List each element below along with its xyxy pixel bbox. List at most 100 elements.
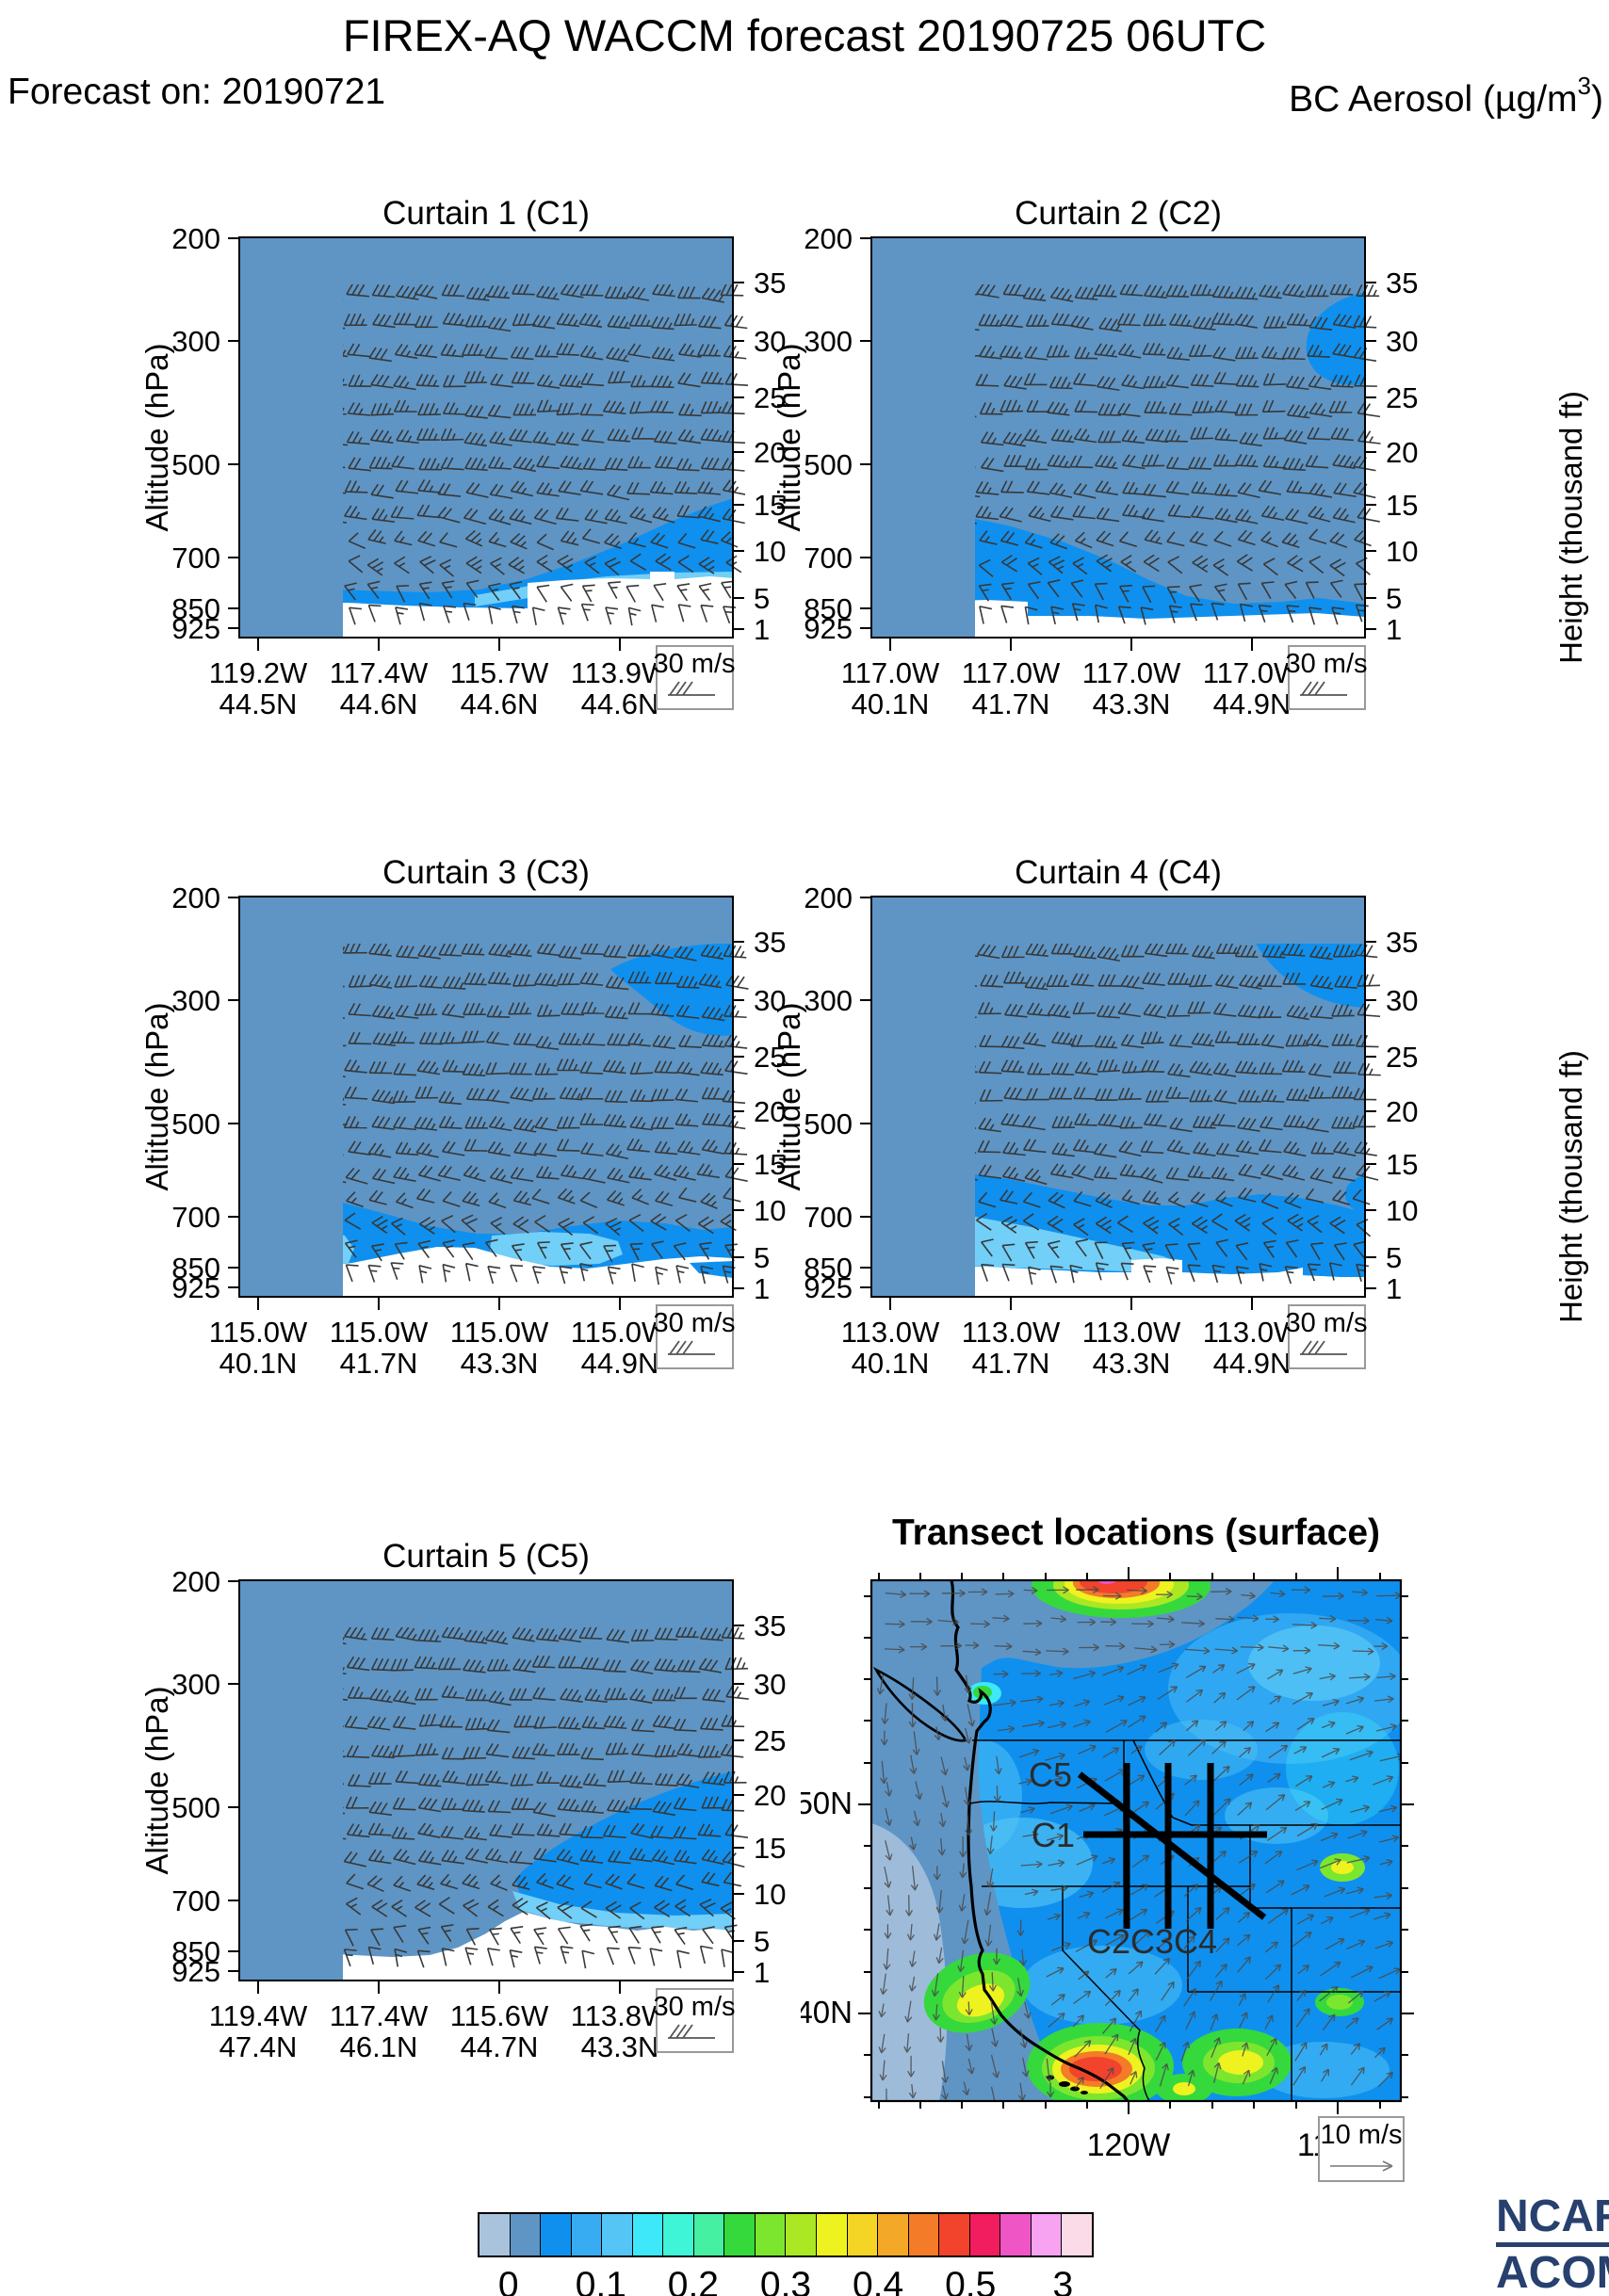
barb-legend: 30 m/s bbox=[1285, 1304, 1368, 1369]
colorbar-seg-4 bbox=[602, 2214, 633, 2256]
x-tick-lat: 44.6N bbox=[340, 687, 418, 720]
left-tick-700: 700 bbox=[171, 542, 220, 574]
colorbar-label-0.3: 0.3 bbox=[759, 2265, 812, 2296]
right-tick-15: 15 bbox=[754, 1148, 786, 1181]
x-tick-lon: 117.0W bbox=[841, 656, 940, 689]
colorbar-seg-10 bbox=[786, 2214, 818, 2256]
right-tick-1: 1 bbox=[1386, 613, 1402, 646]
forecast-date-label: Forecast on: 20190721 bbox=[8, 72, 386, 112]
x-tick-lat: 43.3N bbox=[1093, 687, 1171, 720]
right-tick-35: 35 bbox=[1386, 926, 1418, 959]
x-tick-lon: 117.0W bbox=[1203, 656, 1302, 689]
map-ytick-50N: 50N bbox=[801, 1786, 853, 1820]
right-tick-15: 15 bbox=[754, 1832, 786, 1865]
x-tick-lat: 43.3N bbox=[461, 1347, 539, 1380]
right-tick-25: 25 bbox=[754, 1041, 786, 1074]
colorbar-seg-11 bbox=[817, 2214, 848, 2256]
left-tick-200: 200 bbox=[804, 222, 853, 255]
colorbar-seg-3 bbox=[571, 2214, 603, 2256]
right-tick-20: 20 bbox=[754, 1779, 786, 1812]
left-tick-850: 850 bbox=[804, 592, 853, 625]
right-tick-35: 35 bbox=[1386, 267, 1418, 299]
left-tick-300: 300 bbox=[171, 325, 220, 358]
colorbar: 0 0.1 0.2 0.3 0.4 0.5 3 bbox=[478, 2212, 1096, 2296]
x-tick-lat: 40.1N bbox=[852, 1347, 930, 1380]
x-tick-lat: 44.5N bbox=[219, 687, 298, 720]
barb-legend: 30 m/s bbox=[653, 1988, 736, 2053]
left-tick-925: 925 bbox=[171, 1955, 220, 1988]
left-tick-300: 300 bbox=[171, 1668, 220, 1701]
logo-ncar: NCAR bbox=[1496, 2193, 1609, 2247]
right-tick-10: 10 bbox=[754, 535, 786, 568]
right-tick-25: 25 bbox=[754, 1724, 786, 1757]
right-tick-10: 10 bbox=[754, 1878, 786, 1911]
transect-label-C4: C4 bbox=[1174, 1922, 1217, 1961]
panel-title: Curtain 2 (C2) bbox=[1015, 195, 1222, 232]
left-tick-200: 200 bbox=[171, 1565, 220, 1598]
right-tick-15: 15 bbox=[1386, 1148, 1418, 1181]
right-axis-label-row1: Height (thousand ft) bbox=[1553, 391, 1588, 664]
right-tick-25: 25 bbox=[1386, 381, 1418, 414]
left-tick-700: 700 bbox=[171, 1884, 220, 1917]
species-sup: 3 bbox=[1577, 72, 1591, 100]
left-tick-700: 700 bbox=[804, 1201, 853, 1234]
panel-title: Curtain 5 (C5) bbox=[382, 1538, 590, 1575]
curtain-panel-C5: Curtain 5 (C5) Altitude (hPa) 200 300 500 700… bbox=[139, 1538, 786, 2063]
left-tick-200: 200 bbox=[804, 881, 853, 914]
barb-legend-label: 30 m/s bbox=[1285, 1308, 1367, 1338]
x-tick-lon: 113.0W bbox=[962, 1316, 1061, 1349]
left-tick-925: 925 bbox=[171, 612, 220, 645]
barb-legend-label: 30 m/s bbox=[653, 1992, 735, 2022]
left-tick-300: 300 bbox=[804, 325, 853, 358]
colorbar-seg-1 bbox=[510, 2214, 542, 2256]
right-tick-30: 30 bbox=[1386, 984, 1418, 1017]
y-axis-label: Altitude (hPa) bbox=[772, 344, 806, 532]
colorbar-swatches bbox=[478, 2212, 1094, 2257]
right-tick-15: 15 bbox=[1386, 489, 1418, 522]
x-tick-lat: 47.4N bbox=[219, 2030, 298, 2063]
right-axis-label-row2: Height (thousand ft) bbox=[1553, 1050, 1588, 1323]
right-tick-25: 25 bbox=[754, 381, 786, 414]
barb-legend: 30 m/s bbox=[653, 1304, 736, 1369]
right-tick-30: 30 bbox=[754, 984, 786, 1017]
colorbar-seg-16 bbox=[969, 2214, 1001, 2256]
x-tick-lat: 43.3N bbox=[581, 2030, 659, 2063]
left-tick-850: 850 bbox=[171, 592, 220, 625]
x-tick-lon: 115.7W bbox=[450, 656, 549, 689]
right-tick-35: 35 bbox=[754, 1609, 786, 1642]
y-axis-label: Altitude (hPa) bbox=[772, 1003, 806, 1191]
left-tick-500: 500 bbox=[171, 1108, 220, 1140]
x-tick-lat: 44.9N bbox=[581, 1347, 659, 1380]
colorbar-seg-14 bbox=[908, 2214, 940, 2256]
left-tick-850: 850 bbox=[804, 1252, 853, 1285]
left-tick-200: 200 bbox=[171, 881, 220, 914]
transect-label-C2: C2 bbox=[1087, 1922, 1130, 1961]
colorbar-seg-7 bbox=[693, 2214, 725, 2256]
left-tick-700: 700 bbox=[804, 542, 853, 574]
right-tick-30: 30 bbox=[1386, 325, 1418, 358]
left-tick-500: 500 bbox=[171, 1791, 220, 1824]
panel-title: Curtain 4 (C4) bbox=[1015, 854, 1222, 891]
curtain-panel-C3: Curtain 3 (C3) Altitude (hPa) 200 300 500 700… bbox=[139, 854, 786, 1380]
right-tick-1: 1 bbox=[754, 1272, 770, 1305]
curtain-panel-C2: Curtain 2 (C2) Altitude (hPa) 200 300 500 700… bbox=[772, 195, 1418, 720]
x-tick-lon: 115.0W bbox=[330, 1316, 429, 1349]
map-ytick-40N: 40N bbox=[801, 1995, 853, 2029]
right-tick-5: 5 bbox=[1386, 582, 1402, 615]
colorbar-label-0.1: 0.1 bbox=[575, 2265, 626, 2296]
colorbar-seg-15 bbox=[939, 2214, 970, 2256]
right-tick-35: 35 bbox=[754, 267, 786, 299]
x-tick-lon: 119.4W bbox=[209, 1999, 308, 2032]
colorbar-seg-13 bbox=[878, 2214, 909, 2256]
x-tick-lat: 43.3N bbox=[1093, 1347, 1171, 1380]
right-tick-25: 25 bbox=[1386, 1041, 1418, 1074]
colorbar-seg-9 bbox=[755, 2214, 787, 2256]
x-tick-lat: 44.6N bbox=[581, 687, 659, 720]
left-tick-200: 200 bbox=[171, 222, 220, 255]
left-tick-500: 500 bbox=[804, 1108, 853, 1140]
x-tick-lon: 115.0W bbox=[571, 1316, 670, 1349]
species-prefix: BC Aerosol (µg/m bbox=[1289, 79, 1578, 120]
y-axis-label: Altitude (hPa) bbox=[139, 344, 174, 532]
transect-label-C5: C5 bbox=[1029, 1755, 1072, 1794]
x-tick-lat: 40.1N bbox=[219, 1347, 298, 1380]
